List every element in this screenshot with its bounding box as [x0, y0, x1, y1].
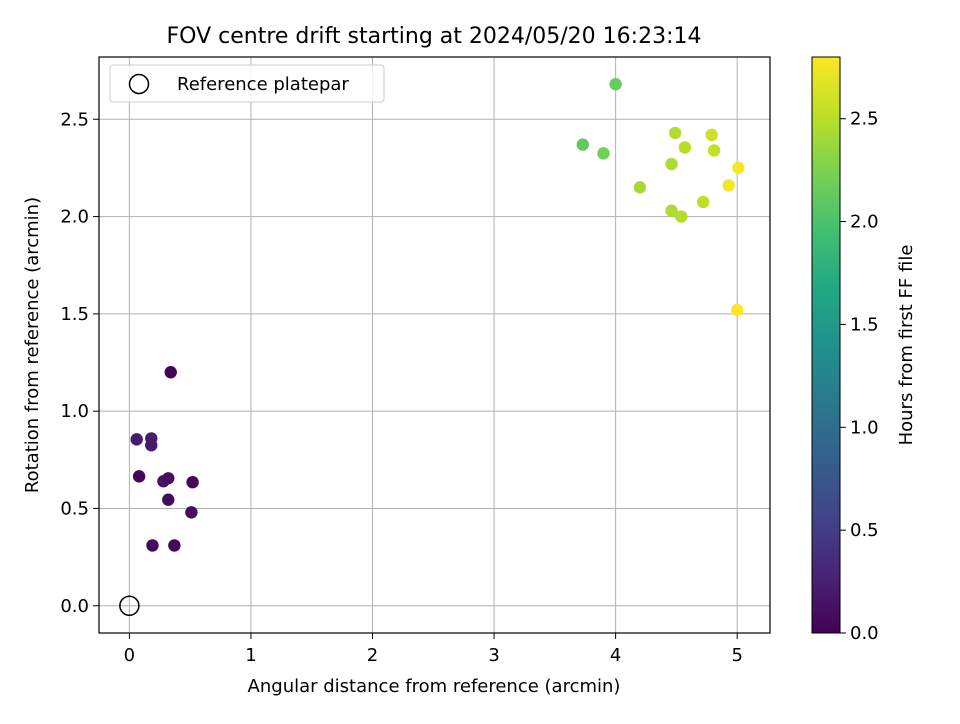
data-point [707, 144, 721, 157]
chart-title: FOV centre drift starting at 2024/05/20 … [167, 24, 702, 49]
legend-box [109, 64, 385, 103]
legend: Reference platepar [109, 64, 385, 103]
data-point [722, 179, 735, 192]
colorbar-tick-label: 1.5 [850, 314, 879, 335]
y-axis-ticks: 0.0 0.5 1.0 1.5 2.0 2.5 [60, 109, 99, 617]
data-point [665, 204, 678, 217]
data-point [668, 126, 682, 140]
colorbar-ticks: 0.0 0.5 1.0 1.5 2.0 2.5 [840, 109, 879, 644]
data-point [130, 433, 143, 446]
data-point [164, 366, 177, 379]
data-points [119, 78, 745, 617]
colorbar [811, 56, 841, 634]
x-tick-label: 0 [124, 645, 135, 666]
data-point [609, 78, 622, 91]
data-point [696, 195, 710, 209]
y-tick-label: 0.0 [60, 596, 89, 617]
data-point [132, 470, 146, 483]
x-tick-label: 1 [245, 645, 256, 666]
colorbar-tick-label: 0.0 [850, 623, 879, 644]
data-point [678, 141, 692, 154]
x-tick-label: 5 [731, 645, 742, 666]
colorbar-tick-label: 2.0 [850, 212, 879, 233]
y-axis-label: Rotation from reference (arcmin) [22, 197, 43, 493]
y-tick-label: 1.5 [60, 304, 89, 325]
data-point [705, 128, 718, 142]
data-point [665, 157, 678, 171]
y-tick-label: 2.5 [60, 109, 89, 130]
x-tick-label: 4 [610, 645, 621, 666]
colorbar-tick-label: 1.0 [850, 417, 879, 438]
y-tick-label: 2.0 [60, 207, 89, 228]
x-axis-ticks: 0 1 2 3 4 5 [124, 633, 743, 666]
legend-reference-marker [128, 73, 150, 95]
data-point [732, 161, 745, 175]
grid-lines [99, 57, 770, 633]
colorbar-tick-label: 0.5 [850, 520, 879, 541]
data-point [186, 475, 199, 489]
data-point [675, 210, 688, 223]
y-tick-label: 0.5 [60, 498, 89, 519]
colorbar-label: Hours from first FF file [896, 245, 917, 446]
colorbar-tick-label: 2.5 [850, 109, 879, 130]
data-point [145, 439, 158, 452]
data-point [162, 493, 175, 506]
data-point [597, 147, 610, 160]
x-axis-label: Angular distance from reference (arcmin) [248, 676, 621, 697]
data-point [633, 181, 647, 194]
data-point [146, 539, 159, 552]
legend-label: Reference platepar [177, 74, 349, 95]
reference-platepar-marker [119, 595, 140, 617]
data-point [576, 138, 590, 151]
plot-frame [98, 56, 771, 634]
y-tick-label: 1.0 [60, 401, 89, 422]
data-point [168, 539, 181, 552]
x-tick-label: 2 [367, 645, 378, 666]
x-tick-label: 3 [488, 645, 499, 666]
data-point [162, 472, 175, 485]
data-point [185, 506, 198, 519]
data-point [730, 303, 744, 317]
